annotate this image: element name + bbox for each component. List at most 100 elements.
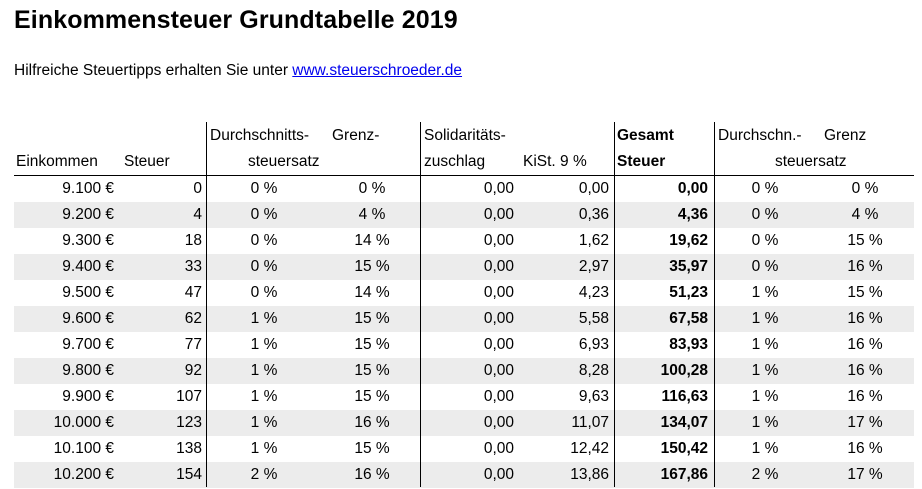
page-title: Einkommensteuer Grundtabelle 2019 <box>14 6 458 34</box>
cell-grenz2: 15 % <box>847 232 883 249</box>
cell-grenz: 15 % <box>354 440 390 457</box>
table-row: 9.200 € 4 0 % 4 % 0,00 0,36 4,36 0 % 4 % <box>14 202 914 228</box>
cell-soli: 0,00 <box>483 284 514 301</box>
table-row: 9.400 € 33 0 % 15 % 0,00 2,97 35,97 0 % 16 % <box>14 254 914 280</box>
cell-durchschnitt: 1 % <box>250 388 278 405</box>
cell-gesamt: 150,42 <box>660 440 708 457</box>
header-gesamt: Gesamt <box>617 127 674 144</box>
tax-table: Einkommen Steuer Durchschnitts- Grenz- s… <box>14 122 914 488</box>
header-soli-line2: zuschlag <box>424 153 486 170</box>
cell-soli: 0,00 <box>483 232 514 249</box>
header-grenz: Grenz- <box>332 127 380 144</box>
subtitle: Hilfreiche Steuertipps erhalten Sie unte… <box>14 62 462 80</box>
subtitle-text: Hilfreiche Steuertipps erhalten Sie unte… <box>14 62 293 79</box>
cell-durchschnitt: 1 % <box>250 362 278 379</box>
cell-kist: 5,58 <box>578 310 609 327</box>
cell-durchschn2: 0 % <box>751 206 779 223</box>
divider-line <box>420 122 421 487</box>
cell-durchschnitt: 0 % <box>250 232 278 249</box>
cell-grenz: 15 % <box>354 388 390 405</box>
cell-kist: 12,42 <box>570 440 609 457</box>
cell-soli: 0,00 <box>483 440 514 457</box>
cell-durchschnitt: 1 % <box>250 414 278 431</box>
table-row: 9.500 € 47 0 % 14 % 0,00 4,23 51,23 1 % 15 % <box>14 280 914 306</box>
cell-gesamt: 51,23 <box>669 284 708 301</box>
cell-steuer: 47 <box>184 284 202 301</box>
table-row: 9.100 € 0 0 % 0 % 0,00 0,00 0,00 0 % 0 % <box>14 176 914 202</box>
cell-durchschn2: 0 % <box>751 232 779 249</box>
header-kist: KiSt. 9 % <box>523 153 587 170</box>
cell-steuer: 77 <box>184 336 202 353</box>
cell-einkommen: 9.700 € <box>62 336 114 353</box>
cell-steuer: 18 <box>184 232 202 249</box>
cell-grenz2: 16 % <box>847 310 883 327</box>
cell-durchschnitt: 1 % <box>250 336 278 353</box>
cell-gesamt: 67,58 <box>669 310 708 327</box>
cell-soli: 0,00 <box>483 336 514 353</box>
cell-einkommen: 9.800 € <box>62 362 114 379</box>
cell-durchschnitt: 1 % <box>250 310 278 327</box>
table-row: 9.800 € 92 1 % 15 % 0,00 8,28 100,28 1 % 16 % <box>14 358 914 384</box>
cell-soli: 0,00 <box>483 258 514 275</box>
cell-durchschnitt: 0 % <box>250 258 278 275</box>
divider-line <box>206 122 207 487</box>
cell-durchschn2: 0 % <box>751 180 779 197</box>
cell-grenz: 4 % <box>358 206 386 223</box>
cell-kist: 2,97 <box>578 258 609 275</box>
cell-kist: 8,28 <box>578 362 609 379</box>
cell-durchschnitt: 1 % <box>250 440 278 457</box>
cell-durchschn2: 1 % <box>751 440 779 457</box>
cell-durchschn2: 1 % <box>751 388 779 405</box>
cell-grenz2: 16 % <box>847 362 883 379</box>
cell-durchschn2: 1 % <box>751 284 779 301</box>
cell-grenz: 16 % <box>354 414 390 431</box>
cell-grenz: 15 % <box>354 258 390 275</box>
cell-soli: 0,00 <box>483 310 514 327</box>
table-row: 9.300 € 18 0 % 14 % 0,00 1,62 19,62 0 % 15 % <box>14 228 914 254</box>
header-steuersatz2: steuersatz <box>775 153 847 170</box>
cell-soli: 0,00 <box>483 388 514 405</box>
cell-soli: 0,00 <box>483 414 514 431</box>
cell-soli: 0,00 <box>483 180 514 197</box>
cell-steuer: 33 <box>184 258 202 275</box>
cell-grenz: 14 % <box>354 232 390 249</box>
cell-einkommen: 9.400 € <box>62 258 114 275</box>
cell-kist: 4,23 <box>578 284 609 301</box>
table-row: 10.200 € 154 2 % 16 % 0,00 13,86 167,86 2 % 17 % <box>14 462 914 488</box>
header-soli-line1: Solidaritäts- <box>424 127 506 144</box>
cell-gesamt: 35,97 <box>669 258 708 275</box>
table-row: 9.600 € 62 1 % 15 % 0,00 5,58 67,58 1 % 16 % <box>14 306 914 332</box>
cell-kist: 1,62 <box>578 232 609 249</box>
cell-grenz2: 16 % <box>847 258 883 275</box>
cell-steuer: 123 <box>176 414 202 431</box>
cell-gesamt: 116,63 <box>661 388 708 405</box>
cell-kist: 9,63 <box>578 388 609 405</box>
cell-soli: 0,00 <box>483 206 514 223</box>
cell-durchschn2: 2 % <box>751 466 779 483</box>
cell-steuer: 4 <box>193 206 202 223</box>
header-steuersatz: steuersatz <box>248 153 320 170</box>
divider-line <box>614 122 615 487</box>
cell-grenz2: 17 % <box>847 414 883 431</box>
cell-grenz2: 17 % <box>847 466 883 483</box>
cell-einkommen: 9.500 € <box>62 284 114 301</box>
header-durchschn2: Durchschn.- <box>718 127 802 144</box>
cell-steuer: 154 <box>176 466 202 483</box>
cell-kist: 0,00 <box>578 180 609 197</box>
cell-grenz2: 16 % <box>847 440 883 457</box>
cell-einkommen: 10.000 € <box>53 414 114 431</box>
cell-steuer: 92 <box>184 362 202 379</box>
cell-kist: 6,93 <box>578 336 609 353</box>
table-header: Einkommen Steuer Durchschnitts- Grenz- s… <box>14 122 914 176</box>
cell-einkommen: 10.200 € <box>53 466 114 483</box>
cell-kist: 13,86 <box>570 466 609 483</box>
cell-steuer: 107 <box>176 388 202 405</box>
cell-steuer: 138 <box>176 440 202 457</box>
website-link[interactable]: www.steuerschroeder.de <box>292 62 463 79</box>
cell-grenz2: 16 % <box>847 336 883 353</box>
cell-einkommen: 9.900 € <box>62 388 114 405</box>
cell-durchschn2: 1 % <box>751 336 779 353</box>
cell-grenz2: 0 % <box>851 180 879 197</box>
cell-grenz2: 15 % <box>847 284 883 301</box>
cell-gesamt: 100,28 <box>660 362 708 379</box>
